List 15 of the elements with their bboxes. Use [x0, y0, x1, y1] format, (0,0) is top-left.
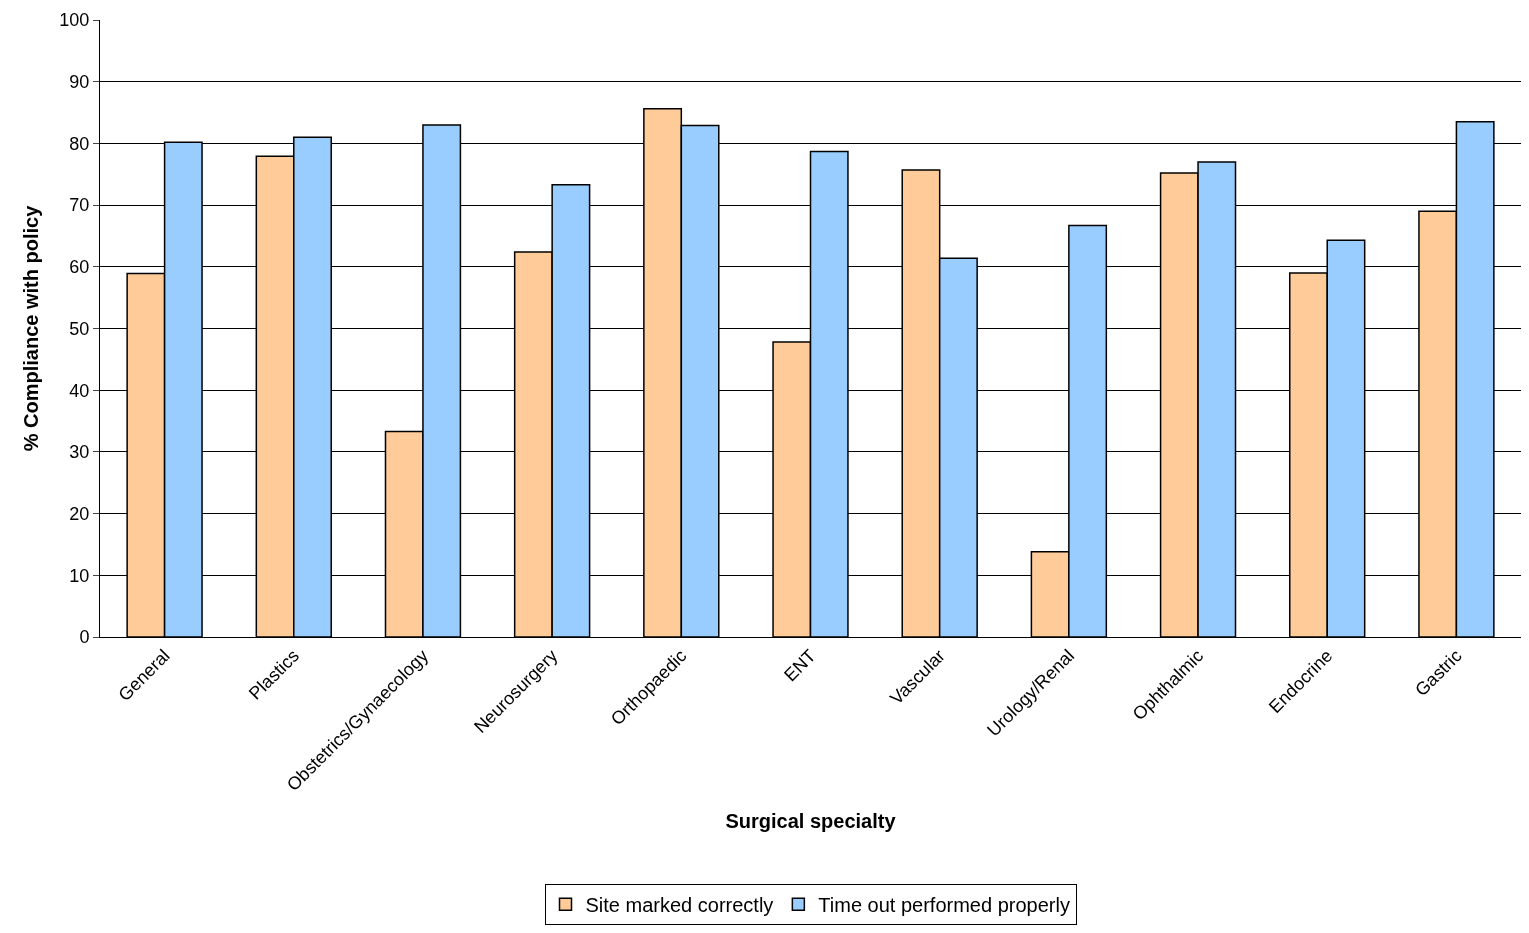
y-tick-label: 30	[69, 442, 90, 463]
y-tick-label: 0	[79, 627, 90, 648]
x-axis-title: Surgical specialty	[725, 810, 897, 833]
legend-label: Site marked correctly	[585, 894, 774, 917]
y-tick-label: 90	[69, 72, 90, 92]
y-tick-label: 80	[69, 133, 90, 154]
y-tick-label: 100	[59, 10, 90, 31]
y-tick-label: 20	[69, 503, 90, 524]
y-axis-title: % Compliance with policy	[19, 204, 42, 452]
legend-label: Time out performed properly	[818, 894, 1070, 917]
y-tick-label: 70	[69, 195, 90, 216]
y-tick-label: 40	[69, 380, 90, 401]
y-tick-label: 50	[69, 318, 90, 339]
y-tick-label: 10	[69, 565, 90, 586]
y-tick-label: 60	[69, 257, 90, 278]
